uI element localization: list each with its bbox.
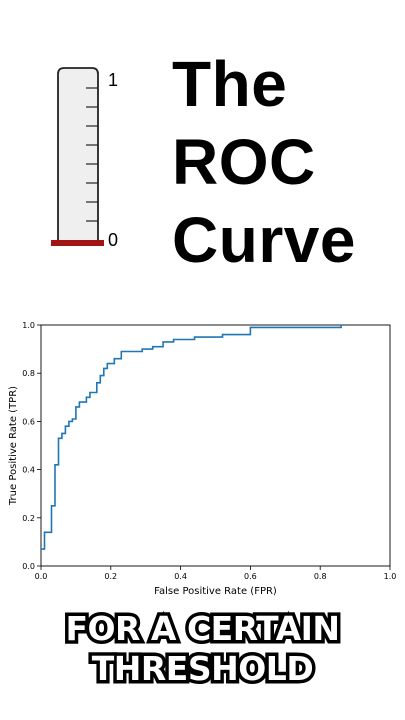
threshold-gauge: 1 0	[51, 67, 118, 250]
roc-chart: 0.0 0.2 0.4 0.6 0.8 1.0 0.0 0.2 0.4 0.6 0.8 1.0 Fals…	[8, 321, 397, 597]
plot-frame	[40, 324, 391, 567]
title-line-3: Curve	[172, 204, 356, 276]
gauge-tube	[57, 67, 99, 243]
caption-line-2: THRESHOLD	[88, 649, 317, 689]
gauge-bottom-label: 0	[108, 230, 118, 250]
x-tick-label: 0.6	[244, 572, 257, 581]
y-tick-label: 1.0	[22, 321, 35, 330]
x-tick-label: 0.4	[174, 572, 187, 581]
y-tick-label: 0.6	[22, 417, 35, 426]
y-tick-label: 0.0	[22, 562, 35, 571]
x-axis-label: False Positive Rate (FPR)	[154, 586, 277, 597]
y-tick-label: 0.8	[22, 369, 35, 378]
caption-line-1: FOR A CERTAIN	[62, 609, 344, 649]
x-tick-label: 0.0	[35, 572, 48, 581]
x-tick-label: 1.0	[384, 572, 397, 581]
y-tick-label: 0.4	[22, 466, 35, 475]
roc-curve-line	[41, 325, 342, 550]
gauge-fill	[51, 240, 104, 246]
title-line-1: The	[172, 48, 288, 120]
title-line-2: ROC	[172, 126, 316, 198]
gauge-top-label: 1	[108, 70, 118, 90]
gauge-ticks	[86, 87, 98, 222]
x-tick-label: 0.8	[314, 572, 327, 581]
y-axis-label: True Positive Rate (TPR)	[8, 386, 19, 506]
x-tick-label: 0.2	[104, 572, 117, 581]
y-tick-label: 0.2	[22, 514, 35, 523]
